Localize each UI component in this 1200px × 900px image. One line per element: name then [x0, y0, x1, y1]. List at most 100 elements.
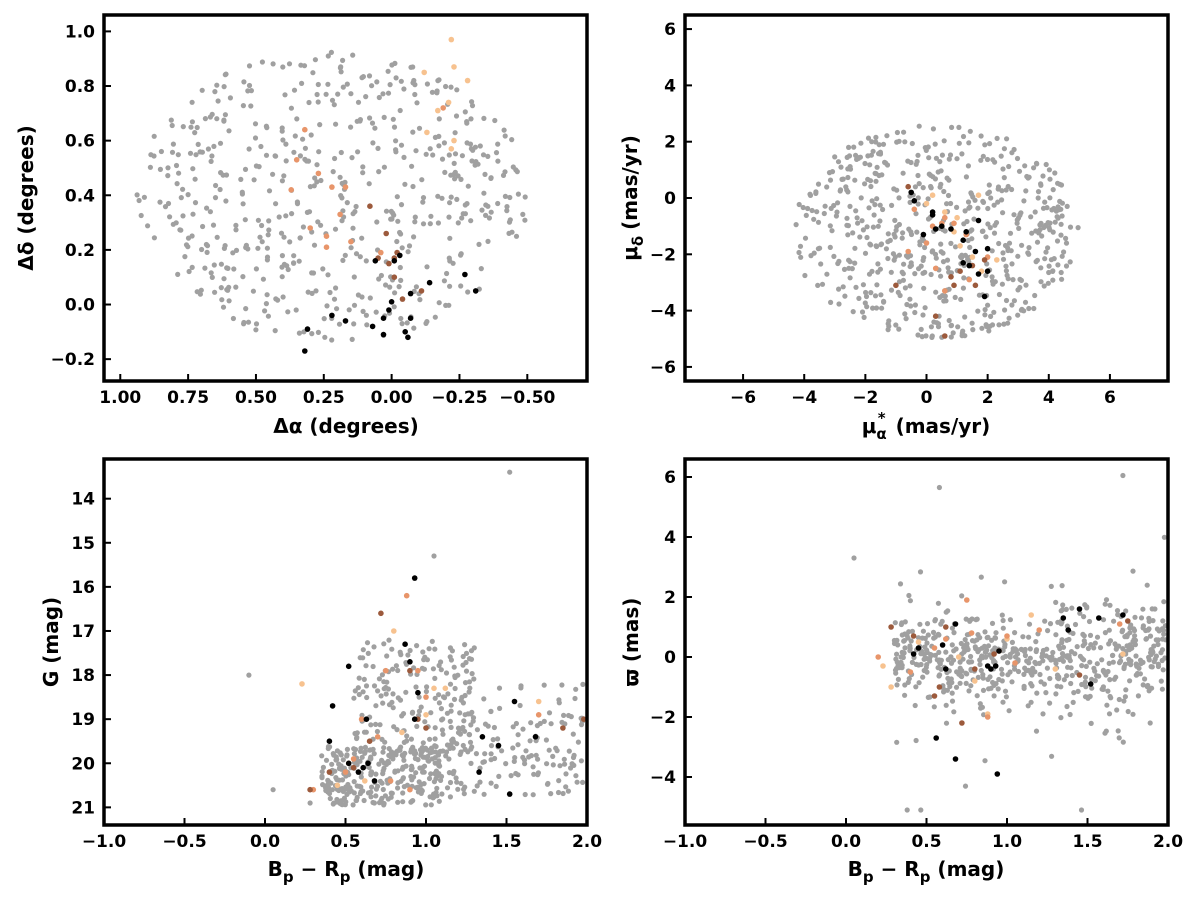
field-star-point [815, 181, 822, 187]
field-star-point [1116, 735, 1122, 741]
member-star-point-brown [905, 183, 911, 190]
field-star-point [334, 786, 340, 792]
field-star-point [430, 152, 436, 158]
field-star-point [1058, 621, 1064, 627]
field-star-point [513, 720, 520, 727]
field-star-point [141, 194, 147, 200]
field-star-point [952, 244, 959, 250]
field-star-point [1052, 170, 1058, 176]
field-star-point [1043, 161, 1049, 168]
field-star-point [925, 632, 931, 638]
field-star-point [379, 736, 385, 743]
field-star-point [338, 149, 344, 156]
field-star-point [980, 198, 986, 204]
field-star-point [438, 777, 444, 784]
field-star-point [915, 195, 921, 201]
field-star-point [983, 654, 989, 660]
y-tick-label: 0 [664, 648, 676, 668]
field-star-point [954, 669, 960, 675]
field-star-point [205, 146, 211, 152]
field-star-point [369, 120, 376, 126]
field-star-point [918, 263, 924, 269]
field-star-point [875, 223, 881, 229]
member-star-point-orange [932, 265, 939, 272]
plot-frame [683, 13, 1170, 383]
field-star-point [462, 202, 468, 208]
field-star-point [845, 232, 851, 238]
field-star-point [398, 277, 404, 283]
field-star-point [1064, 673, 1070, 679]
field-star-point [836, 286, 842, 292]
member-star-point-orange [348, 238, 354, 245]
field-star-point [515, 191, 522, 197]
field-star-point [398, 315, 404, 322]
member-star-point-orange [1004, 633, 1010, 639]
member-star-point-pale [1052, 666, 1059, 672]
field-star-point [1111, 618, 1117, 624]
field-star-point [1121, 698, 1127, 704]
x-tick-label: 0.5 [911, 832, 941, 852]
field-star-point [913, 737, 919, 744]
field-star-point [1080, 631, 1086, 638]
field-star-point [262, 308, 268, 314]
field-star-point [915, 152, 921, 158]
member-star-point-brown [418, 288, 425, 294]
field-star-point [510, 745, 516, 751]
member-star-point-pale [431, 685, 437, 692]
field-star-point [1138, 615, 1145, 621]
field-star-point [243, 306, 249, 312]
field-star-point [864, 234, 870, 241]
member-star-point-orange [407, 786, 413, 793]
field-star-point [845, 223, 852, 229]
field-star-point [311, 242, 318, 248]
field-star-point [492, 117, 498, 124]
field-star-point [546, 710, 553, 716]
x-tick-label: 0 [921, 388, 933, 408]
field-star-point [986, 328, 992, 334]
field-star-point [975, 649, 981, 655]
field-star-point [380, 700, 386, 706]
member-star-point-black [302, 348, 308, 354]
field-star-point [370, 799, 376, 806]
member-star-point-black [329, 312, 335, 319]
field-star-point [916, 181, 922, 187]
field-star-point [447, 200, 453, 206]
field-star-point [915, 332, 921, 338]
member-star-point-orange [907, 669, 914, 675]
member-star-point-pale [399, 729, 405, 736]
x-tick-label: 0.00 [371, 388, 413, 408]
field-star-point [182, 254, 188, 260]
field-star-point [358, 784, 364, 790]
field-star-point [949, 124, 955, 130]
field-star-point [1034, 161, 1040, 167]
field-star-point [432, 314, 438, 320]
field-star-point [309, 331, 315, 337]
field-star-point [419, 177, 425, 183]
field-star-point [259, 239, 265, 245]
field-star-point [980, 672, 986, 678]
field-star-point [908, 638, 914, 644]
field-star-point [338, 64, 344, 70]
field-star-point [241, 319, 247, 326]
field-star-point [336, 761, 342, 767]
field-star-point [1147, 720, 1153, 726]
field-star-point [900, 277, 907, 283]
member-star-point-black [975, 271, 982, 277]
field-star-point [1000, 655, 1006, 661]
field-star-point [888, 269, 894, 275]
field-star-point [990, 679, 996, 686]
field-star-point [1059, 213, 1065, 219]
y-tick-label: 0.8 [65, 77, 95, 97]
field-star-point [955, 324, 961, 330]
field-star-point [1099, 686, 1105, 692]
field-star-point [1016, 225, 1022, 231]
field-star-point [832, 154, 838, 160]
member-star-point-brown [386, 260, 392, 267]
field-star-point [313, 288, 319, 294]
member-star-point-black [426, 279, 433, 286]
member-star-point-black [402, 641, 408, 647]
member-star-point-black [462, 271, 468, 278]
field-star-point [458, 283, 464, 289]
field-star-point [488, 175, 494, 181]
